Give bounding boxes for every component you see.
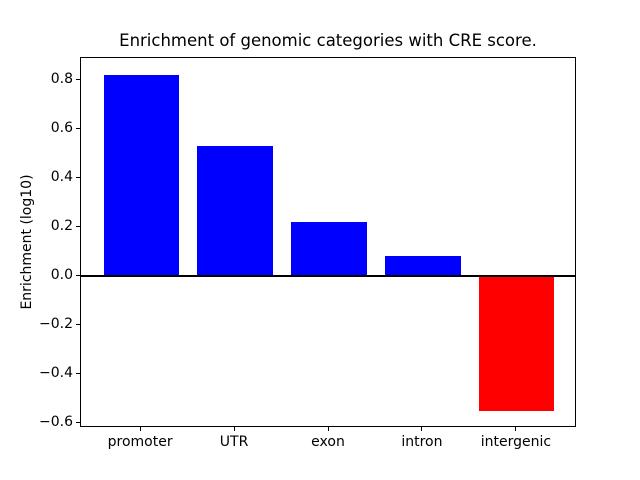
y-tick-label: 0.8 [50,71,73,88]
x-tick-label-exon: exon [311,434,345,450]
bar-promoter [103,75,179,277]
bar-intergenic [479,276,555,411]
bar-exon [291,222,367,277]
y-tick-mark [76,225,80,227]
y-tick-mark [76,372,80,374]
x-tick-label-UTR: UTR [219,434,249,450]
y-tick-label: 0.0 [50,267,73,284]
bar-UTR [197,146,273,277]
y-tick-label: 0.4 [50,169,73,186]
y-tick-label: −0.6 [39,414,73,431]
y-tick-mark [76,127,80,129]
zero-line [81,275,575,278]
x-tick-mark [421,427,423,431]
y-tick-mark [76,323,80,325]
x-tick-label-promoter: promoter [107,434,173,450]
chart-title: Enrichment of genomic categories with CR… [119,31,537,50]
y-tick-mark [76,274,80,276]
y-tick-mark [76,176,80,178]
y-tick-label: −0.2 [39,316,73,333]
y-axis-label: Enrichment (log10) [19,174,35,310]
x-tick-label-intergenic: intergenic [480,434,552,450]
y-tick-label: −0.4 [39,365,73,382]
y-tick-mark [76,421,80,423]
y-tick-mark [76,78,80,80]
x-tick-mark [515,427,517,431]
y-tick-label: 0.6 [50,120,73,137]
bar-intron [385,256,461,277]
plot-area [80,57,576,427]
y-tick-label: 0.2 [50,218,73,235]
x-tick-mark [139,427,141,431]
x-tick-label-intron: intron [401,434,443,450]
x-tick-mark [233,427,235,431]
x-tick-mark [327,427,329,431]
